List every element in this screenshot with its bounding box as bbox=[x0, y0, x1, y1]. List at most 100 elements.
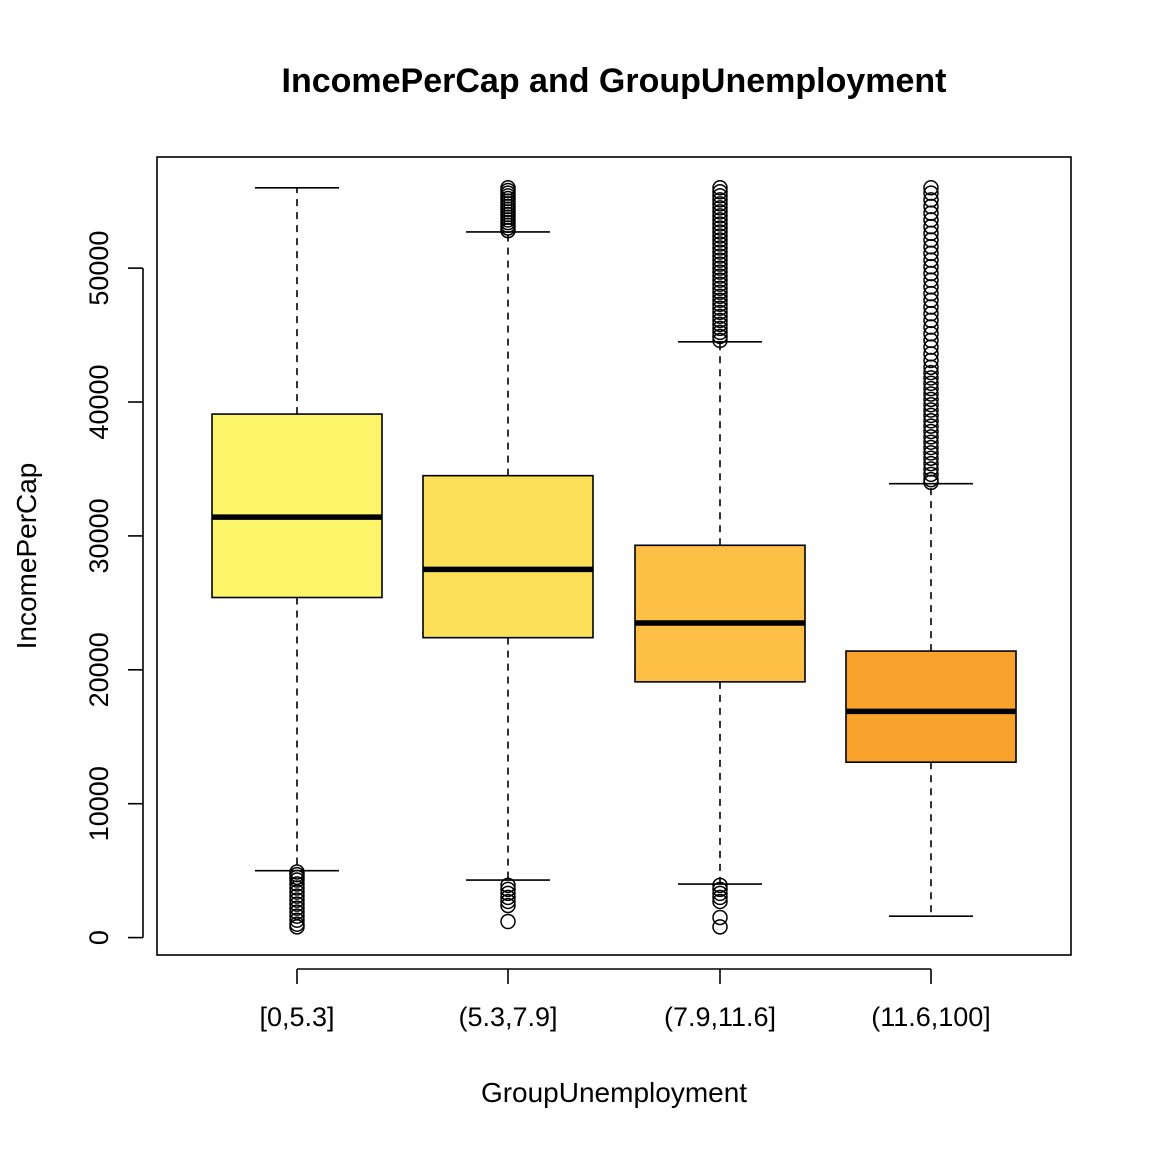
outlier-point bbox=[712, 260, 728, 276]
y-axis: 0 10000 20000 30000 40000 50000 bbox=[84, 231, 144, 945]
outlier-point bbox=[289, 896, 305, 912]
outlier-point bbox=[712, 312, 728, 329]
outlier-point bbox=[289, 872, 305, 888]
outlier-point bbox=[500, 893, 516, 910]
outlier-point bbox=[923, 474, 939, 491]
box-group bbox=[845, 180, 1017, 917]
outlier-point bbox=[923, 429, 939, 445]
outlier-point bbox=[712, 292, 728, 309]
outlier-point bbox=[923, 402, 939, 418]
outlier-point bbox=[712, 216, 728, 232]
outlier-point bbox=[712, 188, 728, 204]
outlier-point bbox=[712, 184, 728, 200]
outlier-point bbox=[712, 316, 728, 333]
outlier-point bbox=[289, 919, 305, 935]
outlier-point bbox=[712, 276, 728, 292]
outlier-point bbox=[712, 919, 728, 935]
y-tick-label: 20000 bbox=[84, 632, 114, 707]
outlier-point bbox=[712, 256, 728, 272]
x-tick-label: (11.6,100] bbox=[871, 1002, 991, 1032]
outlier-point bbox=[923, 434, 939, 450]
outlier-point bbox=[500, 897, 516, 914]
y-tick-label: 30000 bbox=[84, 498, 114, 573]
outlier-point bbox=[712, 240, 728, 256]
outlier-point bbox=[712, 280, 728, 296]
outlier-point bbox=[500, 881, 516, 898]
box-group bbox=[634, 180, 806, 935]
outlier-point bbox=[923, 455, 939, 472]
outlier-point bbox=[923, 380, 939, 397]
outlier-point bbox=[712, 304, 728, 321]
outlier-point bbox=[923, 466, 939, 483]
outlier-point bbox=[289, 884, 305, 900]
outlier-point bbox=[923, 445, 939, 461]
y-tick-label: 10000 bbox=[84, 766, 114, 841]
outlier-point bbox=[712, 328, 728, 345]
outlier-point bbox=[500, 877, 516, 894]
box-group bbox=[422, 180, 594, 930]
outlier-point bbox=[923, 180, 939, 196]
x-tick-label: (5.3,7.9] bbox=[458, 1002, 557, 1032]
outlier-point bbox=[923, 352, 939, 369]
x-tick-label: [0,5.3] bbox=[259, 1002, 334, 1032]
outlier-point bbox=[712, 296, 728, 313]
outlier-point bbox=[923, 359, 939, 375]
y-tick-label: 40000 bbox=[84, 364, 114, 439]
x-tick-label: (7.9,11.6] bbox=[664, 1002, 776, 1032]
plot-frame bbox=[156, 156, 1072, 956]
outlier-point bbox=[712, 893, 728, 910]
outlier-point bbox=[923, 391, 939, 408]
outlier-point bbox=[712, 288, 728, 304]
boxes-layer bbox=[211, 180, 1017, 935]
y-tick-label: 0 bbox=[84, 930, 114, 945]
outlier-point bbox=[712, 324, 728, 341]
outlier-point bbox=[712, 248, 728, 264]
box-group bbox=[211, 186, 383, 935]
outlier-point bbox=[923, 407, 939, 424]
outlier-point bbox=[712, 212, 728, 228]
outlier-point bbox=[289, 912, 305, 928]
y-axis-label: IncomePerCap bbox=[11, 463, 42, 650]
outlier-point bbox=[712, 264, 728, 280]
outlier-point bbox=[289, 900, 305, 916]
box-iqr bbox=[422, 474, 594, 639]
outlier-point bbox=[712, 204, 728, 220]
outlier-point bbox=[923, 364, 939, 381]
outlier-point bbox=[712, 224, 728, 240]
box-iqr bbox=[845, 650, 1017, 763]
outlier-point bbox=[923, 450, 939, 467]
outlier-point bbox=[289, 892, 305, 908]
outlier-point bbox=[712, 881, 728, 898]
outlier-point bbox=[712, 320, 728, 337]
outlier-point bbox=[923, 423, 939, 440]
outlier-point bbox=[712, 909, 728, 926]
outlier-point bbox=[712, 268, 728, 284]
outlier-point bbox=[500, 913, 516, 930]
outlier-point bbox=[712, 244, 728, 260]
box-iqr bbox=[211, 413, 383, 599]
outlier-point bbox=[712, 192, 728, 208]
outlier-point bbox=[712, 232, 728, 248]
outlier-point bbox=[712, 180, 728, 196]
outlier-point bbox=[289, 888, 305, 904]
outlier-point bbox=[712, 308, 728, 325]
outlier-point bbox=[923, 418, 939, 434]
y-tick-label: 50000 bbox=[84, 231, 114, 306]
outlier-point bbox=[500, 222, 516, 239]
outlier-point bbox=[712, 220, 728, 236]
outlier-point bbox=[712, 300, 728, 317]
outlier-point bbox=[500, 889, 516, 906]
x-axis-label: GroupUnemployment bbox=[481, 1077, 747, 1108]
outlier-point bbox=[712, 272, 728, 288]
outlier-point bbox=[712, 236, 728, 252]
outlier-point bbox=[712, 228, 728, 244]
outlier-point bbox=[289, 908, 305, 924]
box-iqr bbox=[634, 544, 806, 683]
outlier-point bbox=[500, 885, 516, 902]
outlier-point bbox=[712, 889, 728, 906]
outlier-point bbox=[289, 880, 305, 896]
outlier-point bbox=[712, 885, 728, 902]
outlier-point bbox=[923, 439, 939, 456]
outlier-point bbox=[712, 208, 728, 224]
outlier-point bbox=[712, 877, 728, 894]
